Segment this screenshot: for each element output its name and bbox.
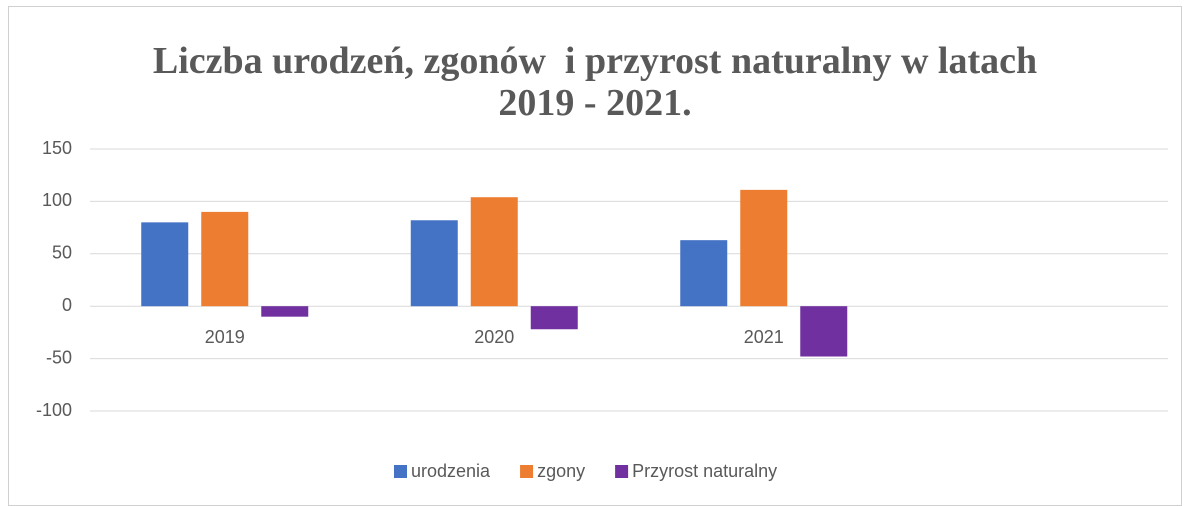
bar [680,240,728,307]
bar [141,222,189,307]
legend-label: zgony [537,461,585,481]
bar [800,306,848,357]
bar [261,306,309,317]
legend-label: urodzenia [411,461,491,481]
bar [470,197,518,307]
y-tick-label: 0 [62,295,72,315]
legend-swatch [394,465,407,478]
legend-swatch [520,465,534,478]
x-tick-label: 2021 [744,327,784,347]
bar [740,189,788,307]
y-tick-label: 100 [42,190,72,210]
chart-title: Liczba urodzeń, zgonów i przyrost natura… [152,40,1047,124]
legend-label: Przyrost naturalny [632,461,777,481]
legend-swatch [615,465,629,478]
bar [530,306,578,330]
y-tick-label: 150 [42,138,72,158]
x-tick-label: 2020 [474,327,514,347]
bar [201,211,249,307]
y-tick-label: 50 [52,243,72,263]
y-tick-label: -100 [36,400,72,420]
y-tick-label: -50 [46,347,72,367]
bar [410,220,458,307]
x-tick-label: 2019 [205,327,245,347]
